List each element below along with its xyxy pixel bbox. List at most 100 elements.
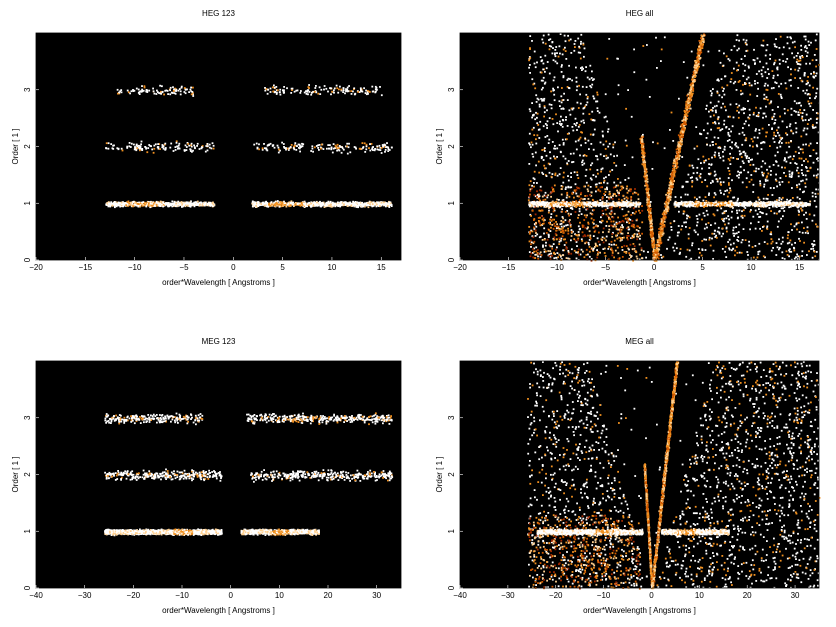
heatmap-cell [281, 141, 283, 144]
heatmap-cell [695, 215, 698, 217]
heatmap-cell [204, 203, 207, 206]
heatmap-cell [783, 210, 786, 212]
heatmap-cell [801, 209, 803, 212]
heatmap-cell [631, 235, 634, 237]
heatmap-cell [152, 90, 155, 93]
heatmap-cell [595, 190, 597, 193]
heatmap-cell [788, 145, 791, 148]
heatmap-cell [326, 203, 329, 205]
heatmap-cell [723, 145, 726, 148]
heatmap-cell [797, 52, 799, 55]
heatmap-cell [627, 177, 630, 180]
heatmap-cell [805, 82, 808, 85]
heatmap-cell [649, 230, 652, 233]
heatmap-cell [279, 149, 281, 152]
heatmap-cell [589, 133, 592, 136]
heatmap-cell [585, 155, 588, 157]
heatmap-cell [365, 145, 368, 148]
heatmap-cell [117, 148, 120, 151]
heatmap-cell [310, 202, 313, 205]
heatmap-cell [775, 180, 778, 182]
heatmap-cell [796, 253, 798, 256]
heatmap-cell [648, 211, 651, 214]
heatmap-cell [316, 203, 318, 205]
heatmap-cell [140, 143, 142, 146]
heatmap-cell [577, 231, 580, 233]
heatmap-cell [767, 68, 769, 71]
heatmap-cell [342, 148, 345, 151]
heatmap-cell [533, 228, 536, 230]
heatmap-cell [689, 177, 692, 179]
heatmap-cell [586, 76, 589, 79]
heatmap-cell [806, 55, 808, 57]
heatmap-cell [261, 147, 264, 150]
heatmap-cell [344, 202, 347, 205]
heatmap-cell [537, 255, 539, 258]
heatmap-cell [121, 149, 124, 152]
heatmap-cell [735, 61, 738, 64]
heatmap-cell [786, 36, 789, 39]
heatmap-cell [188, 204, 190, 207]
heatmap-cell [656, 250, 659, 252]
heatmap-cell [575, 89, 578, 92]
heatmap-cell [761, 127, 764, 130]
heatmap-cell [356, 201, 359, 204]
heatmap-cell [294, 203, 297, 206]
heatmap-cell [291, 89, 293, 91]
heatmap-cell [773, 61, 776, 64]
heatmap-cell [791, 172, 793, 175]
heatmap-cell [386, 146, 388, 148]
heatmap-cell [763, 241, 766, 243]
heatmap-cell [342, 202, 344, 204]
heatmap-cell [658, 239, 660, 241]
heatmap-cell [673, 175, 676, 178]
heatmap-cell [794, 68, 797, 71]
heatmap-cell [159, 84, 161, 87]
heatmap-cell [574, 46, 576, 48]
heatmap-cell [551, 41, 554, 43]
heatmap-cell [556, 122, 559, 124]
heatmap-cell [539, 71, 542, 74]
heatmap-cell [784, 158, 786, 161]
heatmap-cell [702, 199, 705, 202]
heatmap-cell [734, 254, 736, 257]
heatmap-cell [737, 176, 740, 179]
heatmap-cell [692, 71, 695, 73]
heatmap-cell [348, 202, 350, 205]
heatmap-cell [691, 176, 693, 179]
heatmap-cell [600, 170, 602, 173]
heatmap-cell [791, 243, 793, 246]
heatmap-cell [763, 97, 766, 100]
heatmap-cell [132, 205, 134, 208]
heatmap-cell [346, 89, 348, 92]
heatmap-cell [627, 89, 629, 91]
heatmap-cell [562, 99, 565, 101]
heatmap-cell [291, 87, 294, 90]
heatmap-cell [546, 61, 549, 63]
heatmap-cell [325, 203, 328, 205]
heatmap-cell [716, 127, 719, 130]
heatmap-cell [617, 178, 619, 180]
heatmap-cell [779, 115, 781, 118]
heatmap-cell [556, 174, 559, 177]
heatmap-cell [758, 129, 761, 131]
heatmap-cell [317, 202, 320, 205]
heatmap-cell [805, 178, 808, 181]
heatmap-cell [120, 201, 123, 204]
heatmap-cell [595, 186, 598, 188]
heatmap-cell [762, 39, 765, 42]
heatmap-cell [337, 91, 340, 94]
heatmap-cell [685, 221, 687, 224]
heatmap-cell [167, 93, 169, 95]
heatmap-cell [783, 172, 785, 174]
heatmap-cell [580, 213, 583, 215]
heatmap-cell [171, 92, 174, 94]
heatmap-cell [737, 240, 740, 242]
heatmap-cell [540, 79, 543, 82]
heatmap-cell [538, 128, 541, 131]
heatmap-cell [761, 230, 763, 232]
heatmap-cell [804, 119, 807, 121]
heatmap-cell [750, 222, 752, 225]
heatmap-cell [691, 180, 694, 182]
heatmap-cell [194, 201, 197, 204]
